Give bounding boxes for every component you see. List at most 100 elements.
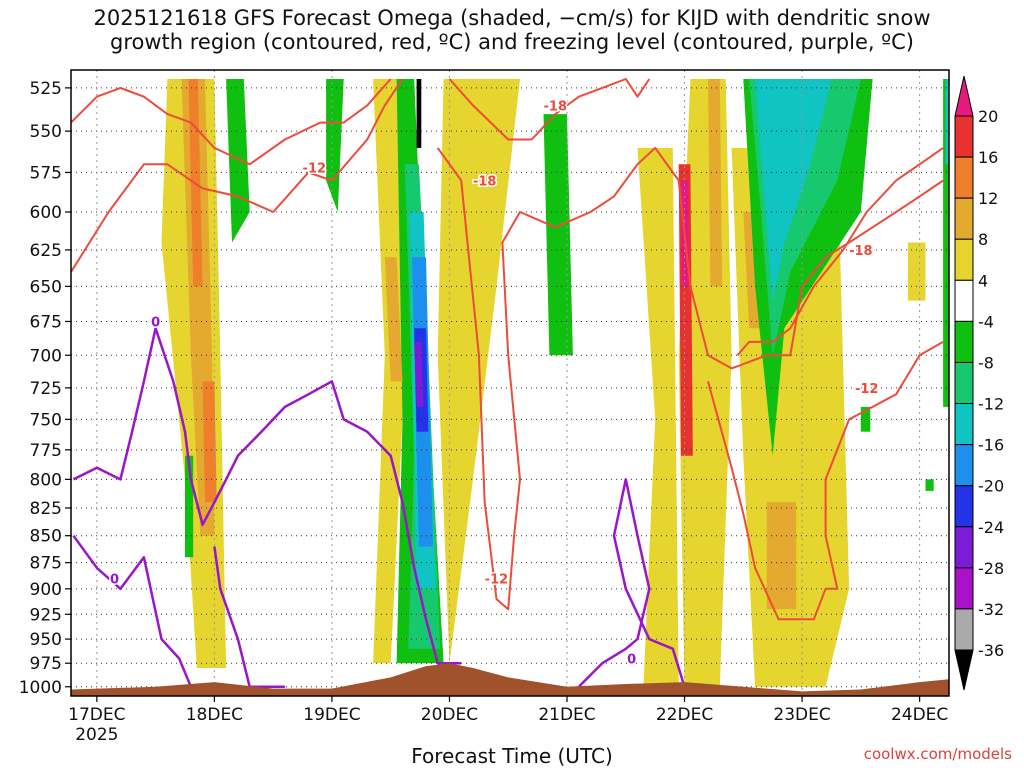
omega-shading-layer — [161, 79, 949, 687]
colorbar-tick-label-4: 4 — [978, 271, 988, 290]
freezing-contour-layer: 0 0 0 — [72, 314, 686, 689]
y-tick-label-8: 725 — [30, 379, 62, 399]
colorbar-bin-12 — [954, 608, 974, 651]
colorbar-tick-label-6: -8 — [978, 353, 994, 372]
colorbar-tick-label-0: 20 — [978, 107, 998, 126]
y-tick-label-9: 750 — [30, 410, 62, 430]
colorbar-top-arrow — [954, 75, 974, 117]
freezing-contour-line-1 — [72, 534, 193, 688]
colorbar-bin-9 — [954, 485, 974, 528]
colorbar-bin-0 — [954, 115, 974, 158]
colorbar-bin-1 — [954, 156, 974, 199]
y-tick-label-10: 775 — [30, 441, 62, 461]
colorbar-tick-label-7: -12 — [978, 395, 1004, 414]
dgz-contour-label-0: -12 — [303, 162, 327, 177]
credit-text: coolwx.com/models — [863, 745, 1012, 763]
omega-region-17 — [326, 79, 344, 212]
x-tick-label-4: 21DEC — [538, 705, 595, 725]
omega-region-11 — [414, 341, 424, 407]
x-year-label: 2025 — [75, 725, 118, 745]
terrain-fill — [71, 663, 949, 696]
omega-region-18 — [637, 147, 679, 687]
colorbar-bin-8 — [954, 444, 974, 487]
omega-region-3 — [202, 381, 217, 503]
chart-title-line-1: 2025121618 GFS Forecast Omega (shaded, −… — [93, 6, 931, 30]
omega-region-25 — [766, 502, 797, 610]
y-tick-label-3: 600 — [30, 203, 62, 223]
freezing-contour-line-0 — [72, 327, 462, 665]
y-tick-label-0: 525 — [30, 79, 62, 99]
y-tick-label-14: 875 — [30, 554, 62, 574]
colorbar-bin-11 — [954, 567, 974, 610]
y-tick-label-13: 850 — [30, 527, 62, 547]
dgz-contour-layer: -12 -18 -12 -18 -12 -18 — [71, 78, 944, 621]
dgz-contour-line-0 — [71, 78, 404, 273]
colorbar-tick-label-1: 16 — [978, 148, 998, 167]
colorbar-tick-label-3: 8 — [978, 230, 988, 249]
dgz-contour-line-5 — [736, 147, 944, 356]
omega-region-20 — [708, 79, 723, 287]
freezing-contour-label-0: 0 — [151, 315, 160, 330]
y-tick-label-17: 950 — [30, 630, 62, 650]
y-tick-label-11: 800 — [30, 470, 62, 490]
colorbar-bin-5 — [954, 320, 974, 363]
omega-region-13 — [373, 79, 403, 664]
omega-region-32 — [925, 479, 934, 491]
x-tick-label-0: 17DEC — [68, 705, 125, 725]
omega-region-16 — [543, 114, 573, 356]
y-tick-label-16: 925 — [30, 605, 62, 625]
omega-region-14 — [384, 257, 403, 382]
x-tick-label-2: 19DEC — [303, 705, 360, 725]
dgz-contour-line-4 — [707, 341, 944, 621]
colorbar-tick-label-10: -24 — [978, 518, 1004, 537]
x-tick-label-6: 23DEC — [773, 705, 830, 725]
x-tick-label-1: 18DEC — [186, 705, 243, 725]
y-tick-label-2: 575 — [30, 163, 62, 183]
y-tick-label-4: 625 — [30, 241, 62, 261]
colorbar-bottom-arrow — [954, 649, 974, 691]
colorbar-tick-label-11: -28 — [978, 559, 1004, 578]
colorbar-tick-label-2: 12 — [978, 189, 998, 208]
y-tick-label-18: 975 — [30, 654, 62, 674]
dgz-contour-label-2: -12 — [485, 572, 509, 587]
colorbar-bin-2 — [954, 197, 974, 240]
chart-title: 2025121618 GFS Forecast Omega (shaded, −… — [0, 6, 1024, 54]
freezing-contour-label-3: 0 — [627, 652, 636, 667]
terrain-layer — [71, 663, 949, 696]
omega-region-31 — [860, 406, 871, 432]
colorbar-tick-label-13: -36 — [978, 641, 1004, 660]
dgz-contour-label-5: -18 — [849, 244, 873, 259]
dgz-contour-line-2 — [436, 146, 944, 611]
omega-region-28 — [755, 79, 832, 301]
dgz-contour-line-1 — [71, 78, 392, 166]
colorbar-tick-label-8: -16 — [978, 436, 1004, 455]
y-tick-label-15: 900 — [30, 580, 62, 600]
dgz-contour-label-1: -18 — [473, 174, 497, 189]
chart-title-line-2: growth region (contoured, red, ºC) and f… — [110, 30, 914, 54]
omega-region-33 — [907, 242, 926, 301]
x-axis-label: Forecast Time (UTC) — [411, 744, 613, 768]
x-tick-label-5: 22DEC — [656, 705, 713, 725]
plot-frame — [70, 69, 950, 697]
x-tick-label-7: 24DEC — [891, 705, 948, 725]
x-axis: 17DEC 18DEC 19DEC 20DEC 21DEC 22DEC 23DEC 24DEC… — [68, 696, 948, 745]
y-tick-label-7: 700 — [30, 346, 62, 366]
freezing-contour-label-1: 0 — [110, 572, 119, 587]
y-tick-label-5: 650 — [30, 277, 62, 297]
y-tick-label-1: 550 — [30, 122, 62, 142]
colorbar-bin-3 — [954, 238, 974, 281]
freezing-contour-line-2 — [213, 546, 285, 689]
dgz-contour-label-4: -12 — [855, 382, 879, 397]
colorbar: 20 16 12 8 4 -4 -8 -12 -16 -20 -24 -28 -32 -36 — [954, 75, 1004, 691]
omega-region-12 — [416, 79, 422, 148]
dgz-contour-label-3: -18 — [544, 99, 568, 114]
y-tick-label-6: 675 — [30, 312, 62, 332]
colorbar-tick-label-5: -4 — [978, 312, 994, 331]
omega-region-4 — [226, 79, 250, 243]
y-axis: 525 550 575 600 625 650 675 700 725 750 775 800 825 8… — [19, 79, 71, 698]
colorbar-bin-10 — [954, 526, 974, 569]
colorbar-tick-label-9: -20 — [978, 477, 1004, 496]
y-tick-label-19: 1000 — [19, 678, 62, 698]
dgz-contour-line-3 — [448, 78, 651, 141]
